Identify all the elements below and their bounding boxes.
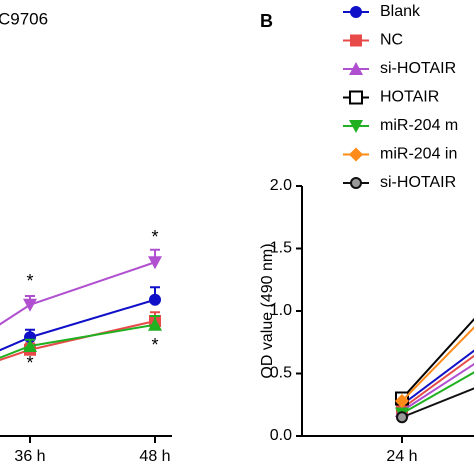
series-line — [0, 320, 156, 362]
marker — [396, 411, 408, 424]
legend-label: si-HOTAIR — [380, 60, 456, 77]
series-line — [401, 363, 474, 412]
significance-mark: * — [151, 335, 158, 355]
series-line — [401, 387, 474, 419]
significance-mark: * — [26, 353, 33, 373]
legend-marker — [350, 177, 362, 189]
significance-mark: * — [26, 271, 33, 291]
marker — [23, 298, 37, 312]
panel-a-title: C9706 — [0, 9, 48, 28]
legend-label: Blank — [380, 3, 421, 20]
series-line — [0, 323, 156, 359]
y-tick-label: 0.5 — [270, 365, 292, 382]
legend-label: miR-204 m — [380, 117, 458, 134]
series-line — [401, 349, 474, 406]
x-tick-label: 36 h — [14, 448, 45, 465]
marker — [395, 394, 409, 408]
marker — [148, 256, 162, 270]
y-tick-label: 2.0 — [270, 177, 292, 194]
legend-label: NC — [380, 32, 403, 49]
legend-label: HOTAIR — [380, 89, 439, 106]
series-line — [401, 326, 474, 402]
series-line — [0, 261, 156, 326]
legend-label: si-HOTAIR — [380, 174, 456, 191]
legend-label: miR-204 in — [380, 146, 457, 163]
series-line — [0, 298, 156, 352]
marker — [148, 317, 162, 331]
legend-marker — [349, 120, 363, 133]
marker — [23, 339, 37, 352]
significance-mark: * — [151, 227, 158, 247]
panel-label: B — [260, 11, 273, 31]
series-line — [401, 317, 474, 400]
series-line — [401, 354, 474, 410]
legend-marker — [350, 34, 362, 47]
series-line — [401, 371, 474, 415]
y-tick-label: 0.0 — [270, 427, 292, 444]
marker — [149, 293, 161, 306]
x-tick-label: 48 h — [139, 448, 170, 465]
legend-marker — [349, 62, 363, 75]
y-tick-label: 1.5 — [270, 240, 292, 257]
legend-marker — [349, 147, 363, 162]
x-tick-label: 24 h — [386, 448, 417, 465]
y-axis-label: OD value (490 nm) — [259, 243, 276, 378]
legend-marker — [350, 6, 362, 18]
legend-marker — [349, 90, 363, 105]
y-tick-label: 1.0 — [270, 302, 292, 319]
